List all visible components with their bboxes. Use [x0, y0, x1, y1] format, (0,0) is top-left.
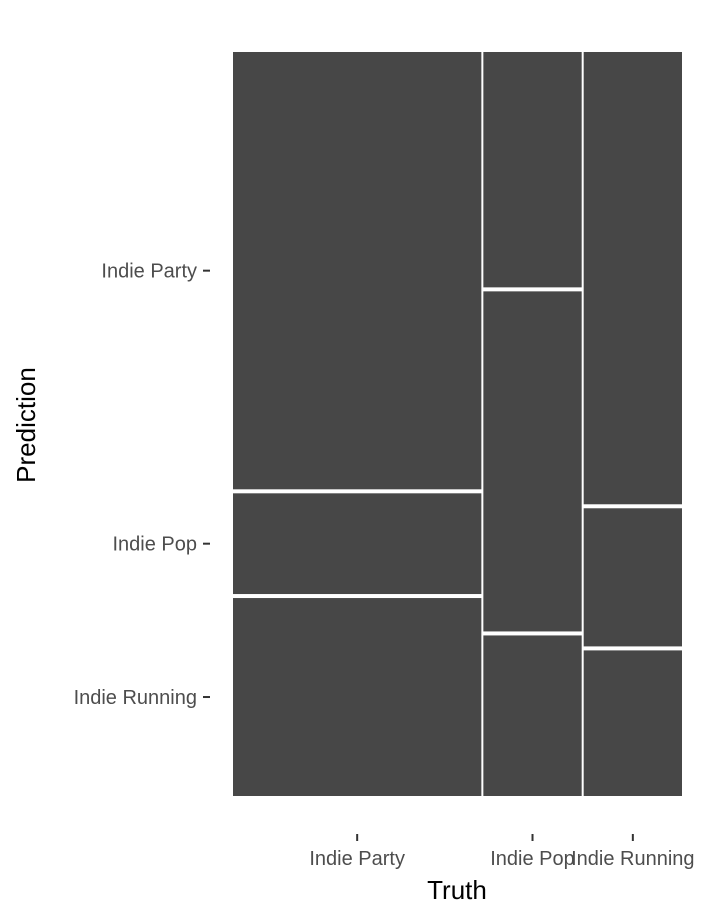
plot-tiles — [233, 52, 682, 796]
tile-indie-running-indie-pop — [583, 508, 682, 647]
x-tick-label-indie-running: Indie Running — [571, 848, 694, 870]
tile-indie-pop-indie-running — [483, 635, 582, 796]
tile-indie-pop-indie-party — [483, 52, 582, 288]
tile-indie-running-indie-running — [583, 650, 682, 796]
y-tick-label-indie-running: Indie Running — [74, 687, 197, 709]
tile-indie-party-indie-party — [233, 52, 482, 490]
tile-indie-pop-indie-pop — [483, 291, 582, 632]
tile-indie-party-indie-running — [233, 598, 482, 796]
y-axis-title: Prediction — [11, 367, 41, 483]
tile-indie-running-indie-party — [583, 52, 682, 505]
y-axis: Indie Party Indie Pop Indie Running — [74, 261, 210, 709]
tile-indie-party-indie-pop — [233, 493, 482, 595]
y-tick-label-indie-party: Indie Party — [101, 261, 197, 283]
x-tick-label-indie-pop: Indie Pop — [490, 848, 575, 870]
y-tick-label-indie-pop: Indie Pop — [112, 534, 197, 556]
x-axis-title: Truth — [427, 875, 487, 905]
x-tick-label-indie-party: Indie Party — [309, 848, 405, 870]
